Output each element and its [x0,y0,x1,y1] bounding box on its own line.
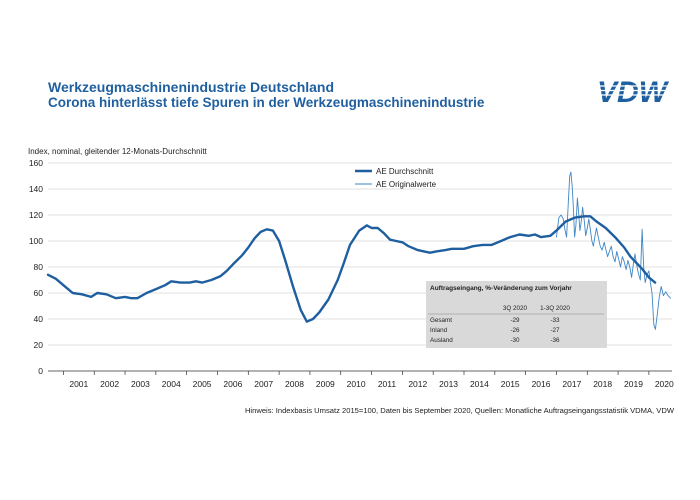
table-cell: -29 [510,317,520,324]
x-tick-label: 2003 [131,379,150,389]
table-cell: -36 [550,337,560,344]
x-tick-label: 2012 [408,379,427,389]
y-tick-label: 80 [34,262,44,272]
table-cell: Inland [430,327,448,334]
x-tick-label: 2001 [69,379,88,389]
y-tick-labels: 0 20 40 60 80 100 120 140 160 [29,158,43,376]
series-lines [46,171,671,330]
x-tick-label: 2018 [593,379,612,389]
y-axis-label: Index, nominal, gleitender 12-Monats-Dur… [28,147,207,156]
table-header: 3Q 2020 [503,305,528,312]
chart-title: Werkzeugmaschinenindustrie Deutschland [48,79,335,95]
x-tick-label: 2020 [655,379,674,389]
table-cell: -26 [510,327,520,334]
table-background [426,281,607,348]
x-tick-label: 2019 [624,379,643,389]
y-tick-label: 0 [38,366,43,376]
x-tick-label: 2015 [501,379,520,389]
legend-label: AE Durchschnitt [376,167,434,176]
table-title: Auftragseingang, %-Veränderung zum Vorja… [430,285,572,292]
legend-label: AE Originalwerte [376,180,437,189]
y-tick-label: 160 [29,158,43,168]
table-cell: -30 [510,337,520,344]
x-tick-label: 2004 [162,379,181,389]
y-tick-label: 60 [34,288,44,298]
y-tick-label: 20 [34,340,44,350]
legend: AE Durchschnitt AE Originalwerte [355,167,437,189]
chart-subtitle: Corona hinterlässt tiefe Spuren in der W… [48,95,485,110]
y-tick-label: 140 [29,184,43,194]
x-tick-label: 2006 [223,379,242,389]
x-tick-label: 2014 [470,379,489,389]
x-tick-label: 2008 [285,379,304,389]
table-header: 1-3Q 2020 [540,305,570,312]
series-line-ae-originalwerte [555,171,671,330]
table-cell: Ausland [430,337,453,344]
x-tick-label: 2002 [100,379,119,389]
series-line-ae-durchschnitt [46,215,657,323]
y-tick-label: 120 [29,210,43,220]
y-tick-label: 40 [34,314,44,324]
x-tick-label: 2010 [347,379,366,389]
change-table: Auftragseingang, %-Veränderung zum Vorja… [426,281,607,348]
x-tick-label: 2017 [562,379,581,389]
x-axis: 2001 2002 2003 2004 2005 2006 2007 2008 2009 2010… [48,370,674,389]
y-tick-label: 100 [29,236,43,246]
table-cell: -27 [550,327,560,334]
x-tick-label: 2005 [193,379,212,389]
x-tick-label: 2013 [439,379,458,389]
x-tick-label: 2009 [316,379,335,389]
source-note: Hinweis: Indexbasis Umsatz 2015=100, Dat… [244,406,674,415]
table-cell: -33 [550,317,560,324]
x-tick-label: 2011 [378,379,397,389]
x-tick-label: 2007 [254,379,273,389]
vdw-logo: VDW [588,77,676,105]
x-tick-label: 2016 [532,379,551,389]
table-cell: Gesamt [430,317,452,324]
